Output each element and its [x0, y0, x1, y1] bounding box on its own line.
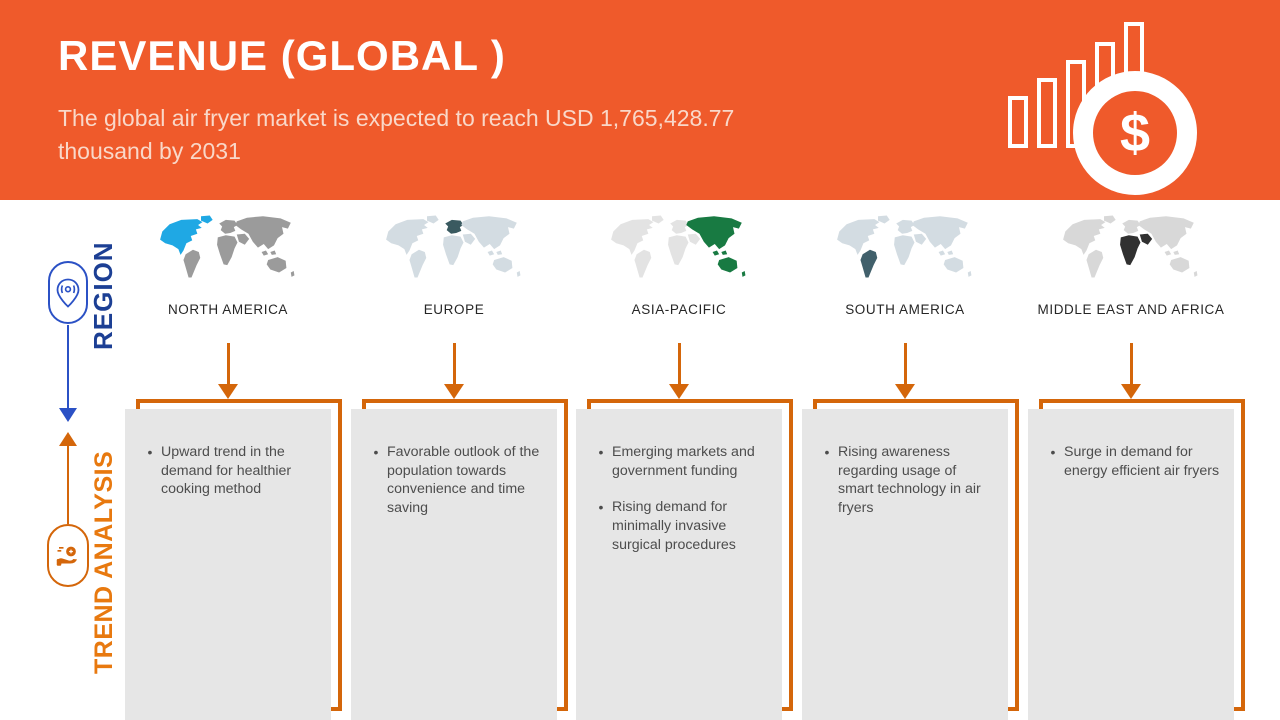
arrow-head — [1121, 384, 1141, 399]
bullet-dot: • — [373, 444, 379, 460]
arrow-head — [218, 384, 238, 399]
bullet-dot: • — [824, 444, 830, 460]
region-column: EUROPE • Favorable outlook of the populat… — [351, 200, 568, 720]
world-map — [1063, 215, 1198, 278]
world-map — [611, 215, 746, 278]
hand-coin-icon — [56, 546, 77, 566]
bullet-dot: • — [1050, 444, 1056, 460]
region-pin-badge — [48, 261, 88, 324]
bullet-text: Surge in demand for energy efficient air… — [1064, 444, 1220, 479]
dollar-sign-icon: $ — [1093, 91, 1177, 175]
bullet-text: Emerging markets and government funding — [612, 444, 755, 479]
arrow-shaft — [227, 343, 230, 384]
world-map — [837, 215, 972, 278]
region-label: MIDDLE EAST AND AFRICA — [1037, 302, 1225, 317]
trend-hand-badge — [47, 524, 89, 587]
arrow-head — [669, 384, 689, 399]
region-column: NORTH AMERICA • Upward trend in the deman… — [125, 200, 342, 720]
bullet-list: • Emerging markets and government funding… — [590, 443, 768, 555]
trend-bullet: • Surge in demand for energy efficient ai… — [1042, 443, 1220, 480]
region-columns: NORTH AMERICA • Upward trend in the deman… — [0, 200, 1280, 720]
bullet-text: Rising awareness regarding usage of smar… — [838, 444, 981, 517]
arrow-shaft — [904, 343, 907, 384]
bar-icon — [1008, 96, 1028, 148]
trend-bullet: • Rising demand for minimally invasive su… — [590, 498, 768, 554]
trend-bullet: • Favorable outlook of the population tow… — [365, 443, 543, 518]
bullet-list: • Favorable outlook of the population tow… — [365, 443, 543, 518]
trend-box-card: • Upward trend in the demand for healthie… — [125, 409, 331, 720]
region-column: ASIA-PACIFIC • Emerging markets and gover… — [576, 200, 793, 720]
bullet-dot: • — [598, 499, 604, 516]
arrow-shaft — [678, 343, 681, 384]
trend-up-arrow-icon — [59, 432, 77, 446]
trend-box-card: • Surge in demand for energy efficient ai… — [1028, 409, 1234, 720]
bar-icon — [1037, 78, 1057, 148]
bullet-text: Favorable outlook of the population towa… — [387, 444, 540, 517]
trend-box-card: • Favorable outlook of the population tow… — [351, 409, 557, 720]
arrow-head — [444, 384, 464, 399]
region-column: SOUTH AMERICA • Rising awareness regardin… — [802, 200, 1019, 720]
subtitle-line2: thousand by 2031 — [58, 137, 241, 164]
trend-box-card: • Rising awareness regarding usage of sma… — [802, 409, 1008, 720]
arrow-head — [895, 384, 915, 399]
header-band: REVENUE (GLOBAL ) The global air fryer m… — [0, 0, 1280, 200]
arrow-shaft — [453, 343, 456, 384]
region-label: EUROPE — [423, 302, 485, 317]
bullet-dot: • — [147, 444, 153, 460]
world-map — [160, 215, 295, 278]
trend-bullet: • Upward trend in the demand for healthie… — [139, 443, 317, 499]
bullet-text: Upward trend in the demand for healthier… — [161, 444, 292, 498]
region-arrow-shaft — [67, 325, 69, 408]
trend-arrow-shaft — [67, 446, 69, 524]
bullet-dot: • — [598, 444, 604, 460]
region-label: ASIA-PACIFIC — [631, 302, 727, 317]
bullet-list: • Upward trend in the demand for healthie… — [139, 443, 317, 499]
trend-box-card: • Emerging markets and government funding… — [576, 409, 782, 720]
arrow-shaft — [1130, 343, 1133, 384]
bullet-list: • Rising awareness regarding usage of sma… — [816, 443, 994, 518]
trend-bullet: • Rising awareness regarding usage of sma… — [816, 443, 994, 518]
page-title: REVENUE (GLOBAL ) — [58, 32, 506, 79]
region-label: NORTH AMERICA — [167, 302, 289, 317]
subtitle-line1: The global air fryer market is expected … — [58, 105, 735, 131]
world-map — [386, 215, 521, 278]
location-pin-icon — [56, 278, 80, 308]
dollar-glyph: $ — [1119, 103, 1151, 163]
trend-bullet: • Emerging markets and government funding — [590, 443, 768, 480]
bullet-text: Rising demand for minimally invasive sur… — [612, 499, 736, 553]
dollar-coin-icon: $ — [1073, 71, 1197, 195]
region-column: MIDDLE EAST AND AFRICA • Surge in demand … — [1028, 200, 1245, 720]
page-subtitle: The global air fryer market is expected … — [58, 102, 734, 167]
region-label: SOUTH AMERICA — [845, 302, 965, 317]
region-down-arrow-icon — [59, 408, 77, 422]
bullet-list: • Surge in demand for energy efficient ai… — [1042, 443, 1220, 480]
